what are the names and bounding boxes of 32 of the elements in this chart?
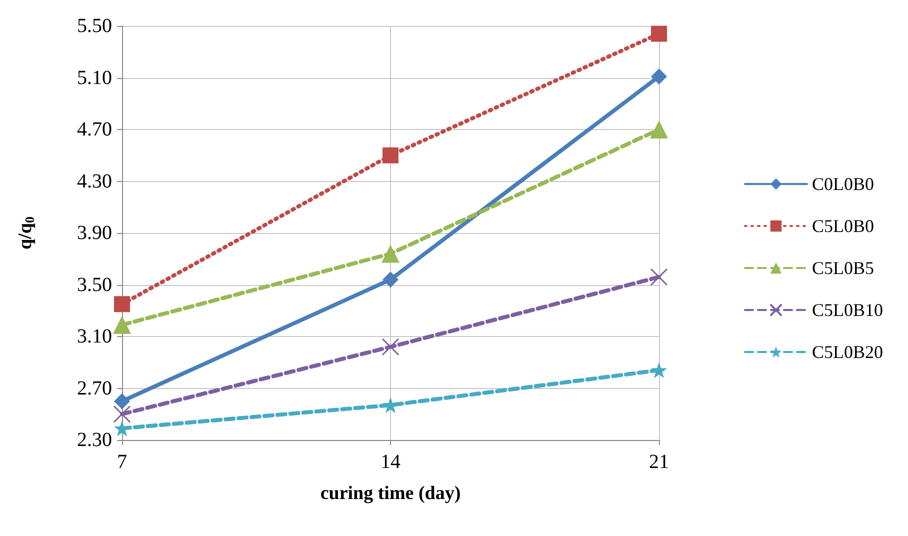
y-tick-label: 3.50 xyxy=(77,274,112,296)
point xyxy=(114,296,130,312)
point xyxy=(113,405,131,423)
y-tick-label: 3.90 xyxy=(77,222,112,244)
point xyxy=(650,120,668,138)
y-tick-label: 2.30 xyxy=(77,429,112,451)
y-tick-label: 2.70 xyxy=(77,377,112,400)
legend-label: C0L0B0 xyxy=(812,174,874,194)
point xyxy=(651,362,667,378)
legend-label: C5L0B0 xyxy=(812,216,874,236)
point xyxy=(382,272,398,288)
point xyxy=(651,68,667,84)
point xyxy=(382,147,398,164)
legend-label: C5L0B20 xyxy=(812,342,884,362)
point xyxy=(113,316,131,334)
y-tick-label: 4.70 xyxy=(77,118,112,140)
point xyxy=(382,244,400,263)
y-tick-label: 3.10 xyxy=(77,326,112,348)
y-tick-label: 5.50 xyxy=(77,15,112,37)
y-tick-label: 4.30 xyxy=(77,170,112,192)
point xyxy=(651,26,667,42)
x-tick-label: 21 xyxy=(649,451,669,473)
x-tick-label: 14 xyxy=(380,451,400,473)
point xyxy=(650,268,668,286)
y-axis-title: q/q0 xyxy=(15,216,37,250)
point xyxy=(382,338,400,356)
x-axis-title: curing time (day) xyxy=(320,483,461,504)
legend-label: C5L0B5 xyxy=(812,258,874,278)
point xyxy=(114,393,130,410)
legend-label: C5L0B10 xyxy=(812,300,884,320)
x-tick-label: 7 xyxy=(117,451,127,473)
y-tick-label: 5.10 xyxy=(77,66,112,89)
